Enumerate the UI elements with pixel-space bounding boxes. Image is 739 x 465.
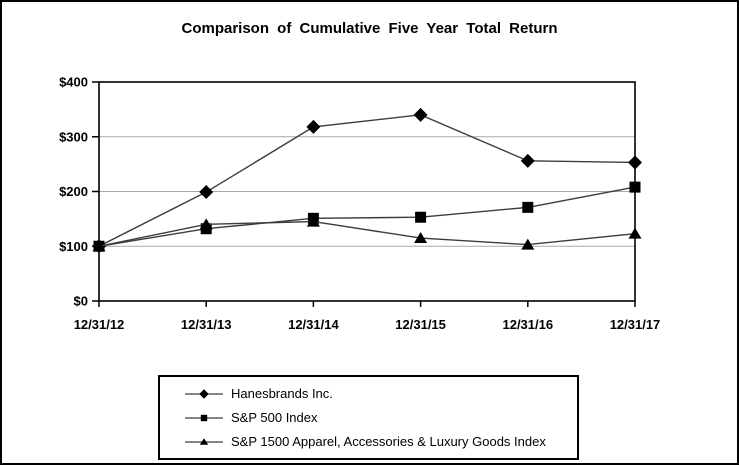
x-tick-label: 12/31/14	[288, 317, 339, 332]
data-point-diamond	[628, 155, 642, 170]
legend-row: S&P 500 Index	[185, 410, 577, 425]
data-point-triangle	[306, 215, 320, 227]
legend-label-hanesbrands: Hanesbrands Inc.	[231, 386, 333, 401]
legend-marker-triangle	[199, 437, 209, 445]
data-point-triangle	[414, 232, 428, 244]
triangle-marker-icon	[185, 437, 223, 445]
data-point-triangle	[521, 238, 535, 250]
data-point-diamond	[520, 153, 535, 168]
data-point-square	[415, 211, 427, 223]
x-tick-label: 12/31/16	[502, 317, 553, 332]
diamond-marker-icon	[185, 388, 223, 399]
x-tick-label: 12/31/17	[610, 317, 661, 332]
chart-title: Comparison of Cumulative Five Year Total…	[181, 20, 558, 37]
square-marker-icon	[185, 414, 223, 421]
series-line-square	[98, 186, 636, 247]
legend-label-sp1500-apparel: S&P 1500 Apparel, Accessories & Luxury G…	[231, 434, 546, 449]
data-point-square	[522, 201, 534, 213]
data-point-triangle	[628, 227, 642, 239]
y-tick-label: $300	[59, 129, 88, 144]
plot-area: $0 $100 $200 $300 $400 12/31/12 12/31/13 12/31/…	[59, 75, 661, 333]
legend-marker-diamond	[199, 388, 209, 399]
legend-row: S&P 1500 Apparel, Accessories & Luxury G…	[185, 434, 577, 449]
legend-row: Hanesbrands Inc.	[185, 386, 577, 401]
series-line-diamond	[98, 114, 636, 247]
x-tick-label: 12/31/15	[395, 317, 446, 332]
y-tick-label: $200	[59, 184, 88, 199]
legend-marker-square	[200, 414, 208, 421]
x-tick-label: 12/31/13	[181, 317, 232, 332]
series-line-triangle	[98, 220, 636, 247]
y-tick-label: $400	[59, 75, 88, 90]
data-point-triangle	[92, 240, 106, 252]
data-point-diamond	[306, 119, 321, 134]
data-point-triangle	[199, 218, 213, 230]
legend: Hanesbrands Inc. S&P 500 Index S&P 1500 …	[158, 375, 579, 460]
y-tick-label: $0	[74, 294, 88, 309]
legend-label-sp500: S&P 500 Index	[231, 410, 318, 425]
data-point-diamond	[199, 185, 214, 200]
data-point-diamond	[413, 107, 428, 122]
y-tick-label: $100	[59, 239, 88, 254]
x-tick-label: 12/31/12	[74, 317, 125, 332]
data-point-square	[629, 181, 641, 193]
